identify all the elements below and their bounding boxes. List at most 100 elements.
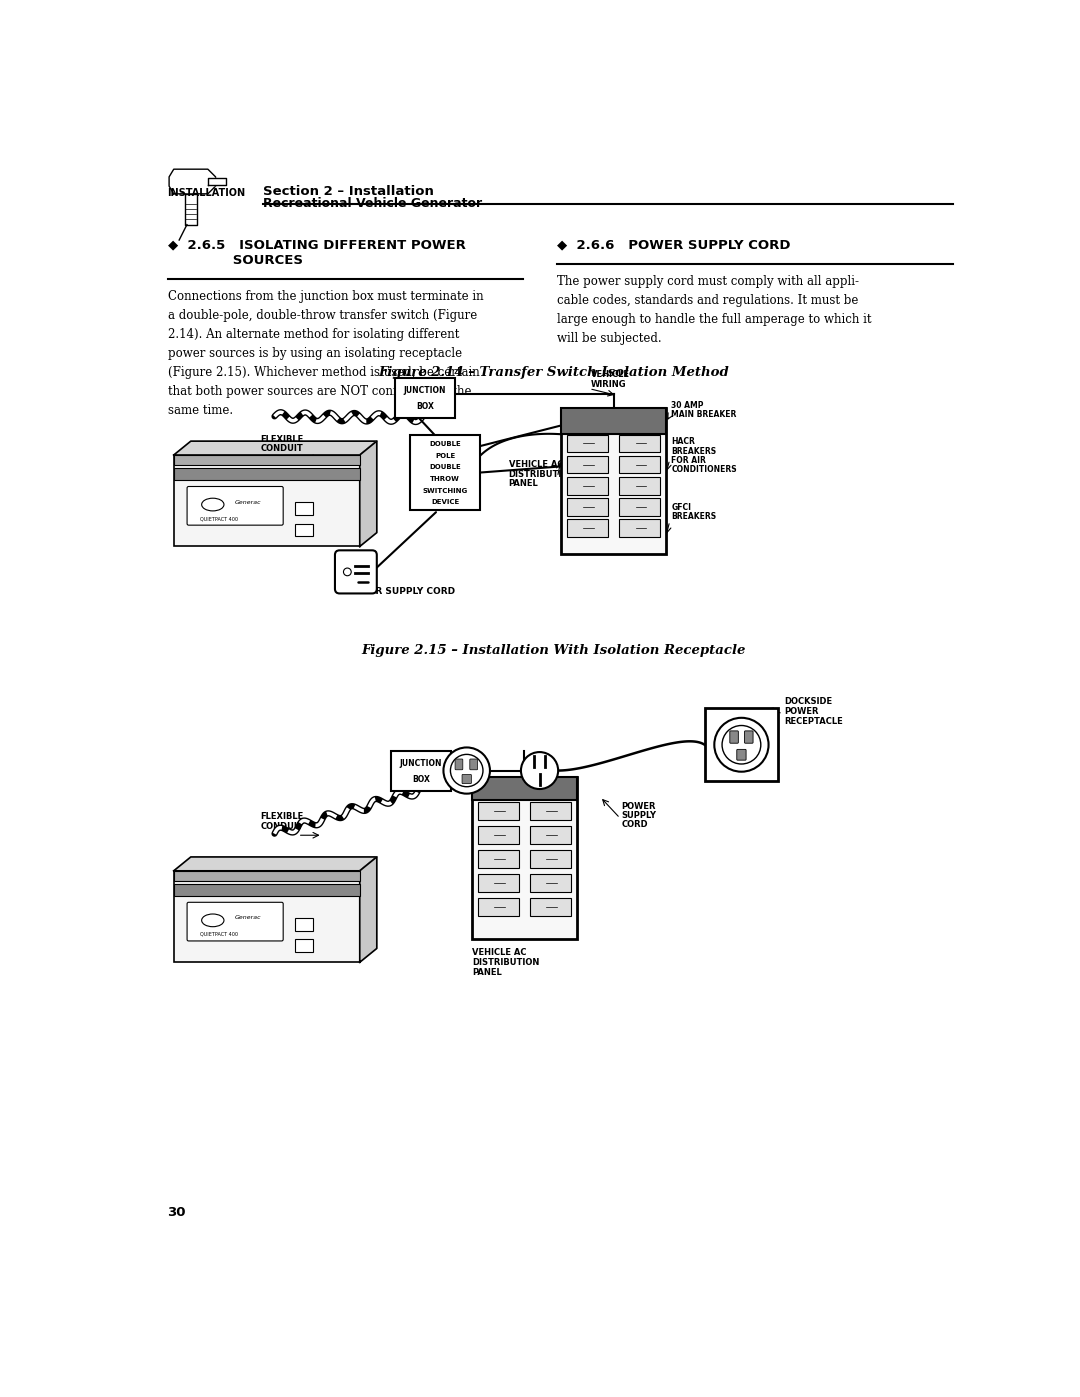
Circle shape xyxy=(450,754,483,787)
Text: VEHICLE AC: VEHICLE AC xyxy=(472,949,527,957)
FancyBboxPatch shape xyxy=(737,749,746,760)
Circle shape xyxy=(521,752,558,789)
Text: Connections from the junction box must terminate in
a double-pole, double-throw : Connections from the junction box must t… xyxy=(167,291,483,418)
FancyBboxPatch shape xyxy=(410,434,480,510)
Text: DEVICE: DEVICE xyxy=(431,499,459,506)
Text: WIRING: WIRING xyxy=(591,380,626,388)
Text: PANEL: PANEL xyxy=(472,968,502,978)
Text: BOX: BOX xyxy=(416,402,434,411)
Text: Recreational Vehicle Generator: Recreational Vehicle Generator xyxy=(262,197,482,210)
FancyBboxPatch shape xyxy=(620,455,660,474)
Text: 30: 30 xyxy=(167,1206,186,1218)
Text: POLE: POLE xyxy=(435,453,455,458)
FancyBboxPatch shape xyxy=(730,731,739,743)
FancyBboxPatch shape xyxy=(394,377,455,418)
Text: DOUBLE: DOUBLE xyxy=(429,464,461,471)
FancyBboxPatch shape xyxy=(295,524,313,536)
Text: DOCKSIDE: DOCKSIDE xyxy=(784,697,833,705)
Text: Generac: Generac xyxy=(235,915,261,921)
FancyBboxPatch shape xyxy=(744,731,753,743)
Text: VEHICLE: VEHICLE xyxy=(591,370,630,380)
FancyBboxPatch shape xyxy=(478,849,518,868)
FancyBboxPatch shape xyxy=(478,802,518,820)
Text: Figure 2.14 – Transfer Switch Isolation Method: Figure 2.14 – Transfer Switch Isolation … xyxy=(378,366,729,380)
FancyBboxPatch shape xyxy=(462,774,471,784)
Text: JUNCTION: JUNCTION xyxy=(404,386,446,395)
Text: SWITCHING: SWITCHING xyxy=(422,488,468,493)
FancyBboxPatch shape xyxy=(472,778,577,939)
FancyBboxPatch shape xyxy=(174,870,360,882)
FancyBboxPatch shape xyxy=(295,939,313,953)
FancyBboxPatch shape xyxy=(478,826,518,844)
FancyBboxPatch shape xyxy=(567,499,608,515)
Text: CORD: CORD xyxy=(622,820,648,828)
Text: DOUBLE: DOUBLE xyxy=(429,441,461,447)
FancyBboxPatch shape xyxy=(620,476,660,495)
Polygon shape xyxy=(170,169,216,194)
FancyBboxPatch shape xyxy=(620,499,660,515)
Circle shape xyxy=(444,747,490,793)
Polygon shape xyxy=(207,179,226,184)
Text: VEHICLE AC: VEHICLE AC xyxy=(509,461,563,469)
Text: HACR: HACR xyxy=(672,437,696,447)
Text: BOX: BOX xyxy=(413,775,430,784)
Text: The power supply cord must comply with all appli-
cable codes, standards and reg: The power supply cord must comply with a… xyxy=(557,275,872,345)
Text: QUIETPACT 400: QUIETPACT 400 xyxy=(200,515,238,521)
Text: RECEPTACLE: RECEPTACLE xyxy=(784,717,843,726)
FancyBboxPatch shape xyxy=(335,550,377,594)
Text: ◆  2.6.6   POWER SUPPLY CORD: ◆ 2.6.6 POWER SUPPLY CORD xyxy=(557,239,791,251)
Text: Section 2 – Installation: Section 2 – Installation xyxy=(262,184,434,197)
FancyBboxPatch shape xyxy=(620,434,660,453)
Text: CONDITIONERS: CONDITIONERS xyxy=(672,465,737,474)
FancyBboxPatch shape xyxy=(530,898,571,915)
FancyBboxPatch shape xyxy=(562,408,666,434)
Polygon shape xyxy=(174,441,377,455)
Text: Generac: Generac xyxy=(235,500,261,504)
Text: GFCI: GFCI xyxy=(672,503,691,511)
Circle shape xyxy=(723,725,760,764)
Circle shape xyxy=(714,718,769,771)
FancyBboxPatch shape xyxy=(567,434,608,453)
Text: INSTALLATION: INSTALLATION xyxy=(167,187,245,197)
Text: QUIETPACT 400: QUIETPACT 400 xyxy=(200,932,238,937)
Circle shape xyxy=(343,569,351,576)
Text: JUNCTION: JUNCTION xyxy=(400,759,442,768)
FancyBboxPatch shape xyxy=(472,778,577,800)
Text: 30 AMP: 30 AMP xyxy=(672,401,704,411)
FancyBboxPatch shape xyxy=(295,918,313,930)
Text: POWER: POWER xyxy=(622,802,657,810)
Text: ◆  2.6.5   ISOLATING DIFFERENT POWER: ◆ 2.6.5 ISOLATING DIFFERENT POWER xyxy=(167,239,465,251)
Text: FLEXIBLE: FLEXIBLE xyxy=(260,434,303,444)
Text: PANEL: PANEL xyxy=(509,479,538,488)
FancyBboxPatch shape xyxy=(562,408,666,555)
Text: SUPPLY: SUPPLY xyxy=(622,810,657,820)
FancyBboxPatch shape xyxy=(478,875,518,891)
FancyBboxPatch shape xyxy=(391,750,451,791)
Text: Figure 2.15 – Installation With Isolation Receptacle: Figure 2.15 – Installation With Isolatio… xyxy=(362,644,745,657)
Polygon shape xyxy=(185,194,197,225)
FancyBboxPatch shape xyxy=(530,826,571,844)
FancyBboxPatch shape xyxy=(174,468,360,481)
Text: SOURCES: SOURCES xyxy=(167,254,302,267)
FancyBboxPatch shape xyxy=(704,708,779,781)
FancyBboxPatch shape xyxy=(567,455,608,474)
FancyBboxPatch shape xyxy=(174,870,360,963)
FancyBboxPatch shape xyxy=(530,875,571,891)
Text: MAIN BREAKER: MAIN BREAKER xyxy=(672,411,737,419)
FancyBboxPatch shape xyxy=(620,520,660,536)
FancyBboxPatch shape xyxy=(187,486,283,525)
Text: DISTRIBUTION: DISTRIBUTION xyxy=(509,469,576,479)
FancyBboxPatch shape xyxy=(470,759,477,770)
Text: FOR AIR: FOR AIR xyxy=(672,455,706,465)
Text: THROW: THROW xyxy=(430,476,460,482)
FancyBboxPatch shape xyxy=(567,476,608,495)
Text: CONDUIT: CONDUIT xyxy=(260,821,303,831)
FancyBboxPatch shape xyxy=(187,902,283,942)
Text: DISTRIBUTION: DISTRIBUTION xyxy=(472,958,540,968)
FancyBboxPatch shape xyxy=(295,502,313,514)
FancyBboxPatch shape xyxy=(530,802,571,820)
Polygon shape xyxy=(360,441,377,546)
FancyBboxPatch shape xyxy=(174,455,360,546)
Text: BREAKERS: BREAKERS xyxy=(672,513,716,521)
FancyBboxPatch shape xyxy=(455,759,463,770)
